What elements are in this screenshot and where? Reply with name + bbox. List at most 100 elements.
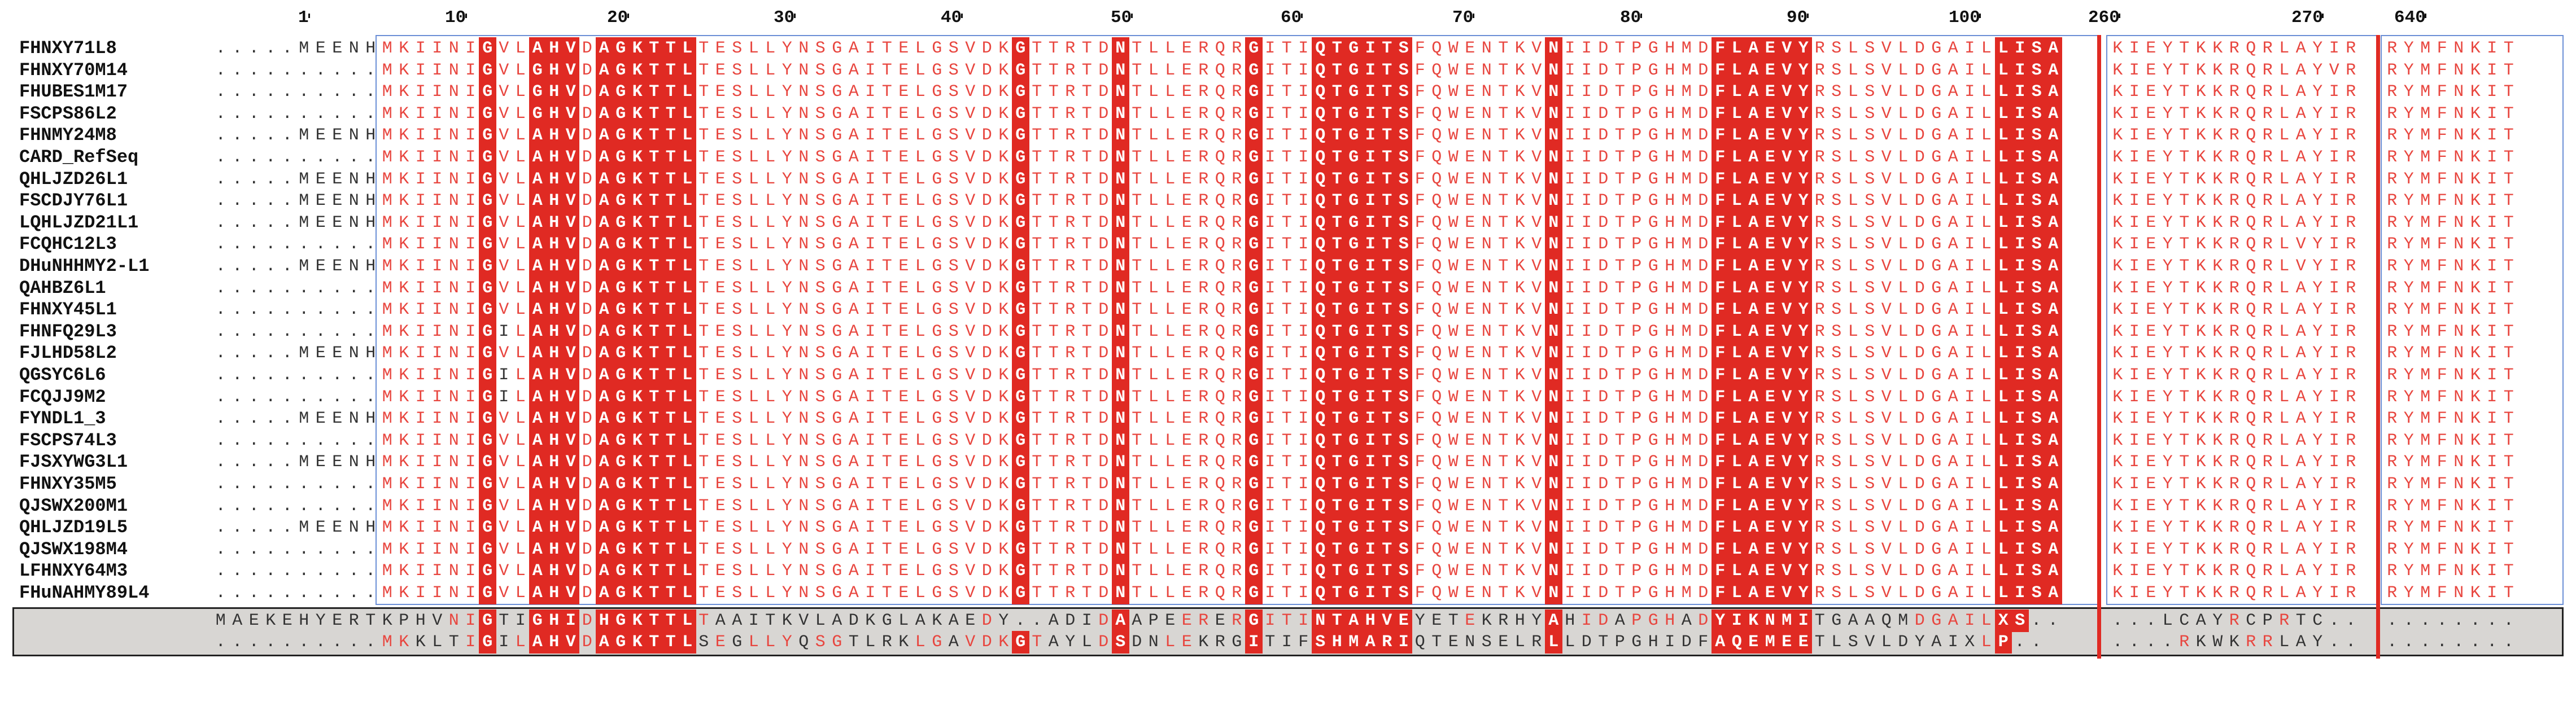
residue: D <box>1598 82 1609 102</box>
residue: S <box>1865 169 1875 189</box>
residue: G <box>1931 540 1942 559</box>
residue: L <box>679 516 696 540</box>
residue: N <box>1148 633 1159 652</box>
residue: . <box>282 278 292 298</box>
residue: F <box>1711 582 1729 604</box>
residue: T <box>662 429 679 452</box>
residue: H <box>1665 169 1675 189</box>
residue: A <box>2295 562 2306 581</box>
residue: N <box>1112 320 1129 343</box>
residue: G <box>1345 320 1363 343</box>
residue: L <box>515 104 526 124</box>
residue: K <box>399 169 409 189</box>
residue: N <box>1112 538 1129 561</box>
residue: T <box>1378 255 1396 278</box>
residue: L <box>1148 82 1159 102</box>
residue: T <box>1614 82 1625 102</box>
residue: I <box>865 169 876 189</box>
residue: M <box>299 169 309 189</box>
residue: S <box>948 366 959 385</box>
residue: A <box>2045 560 2062 583</box>
residue: I <box>415 126 426 146</box>
residue: V <box>562 320 579 343</box>
residue: K <box>628 538 646 561</box>
residue: G <box>1012 342 1029 365</box>
residue: I <box>1581 235 1592 255</box>
residue: T <box>1328 538 1346 561</box>
residue: I <box>1581 584 1592 603</box>
residue: S <box>1831 126 1842 146</box>
residue: L <box>2279 60 2290 80</box>
residue: . <box>215 409 226 429</box>
residue: D <box>1598 148 1609 167</box>
residue: I <box>465 148 476 167</box>
residue: . <box>348 300 359 320</box>
residue: S <box>1865 453 1875 472</box>
residue: A <box>1948 344 1958 363</box>
residue: K <box>1514 584 1525 603</box>
residue: D <box>981 475 992 494</box>
residue: K <box>1514 562 1525 581</box>
residue: I <box>2487 344 2498 363</box>
residue: I <box>2011 364 2029 387</box>
residue: . <box>348 148 359 167</box>
residue: T <box>1328 146 1346 169</box>
residue: S <box>2028 124 2045 147</box>
residue: E <box>1465 82 1475 102</box>
residue: H <box>1665 453 1675 472</box>
residue: N <box>1112 190 1129 213</box>
residue: D <box>981 39 992 58</box>
residue: L <box>1898 344 1909 363</box>
residue: T <box>1431 633 1442 652</box>
residue: V <box>1778 190 1796 213</box>
residue: K <box>2212 169 2223 189</box>
residue: Y <box>1795 582 1812 604</box>
residue: F <box>1711 190 1729 213</box>
residue: L <box>1848 366 1858 385</box>
residue: Q <box>1215 126 1225 146</box>
residue: K <box>2112 300 2123 320</box>
residue: A <box>595 582 613 604</box>
residue: L <box>2279 148 2290 167</box>
residue: V <box>965 518 976 538</box>
residue: T <box>2503 584 2514 603</box>
residue: A <box>595 538 613 561</box>
residue: V <box>965 387 976 407</box>
residue: T <box>1378 277 1396 300</box>
residue: I <box>865 257 876 276</box>
residue: . <box>282 300 292 320</box>
residue: . <box>232 213 243 233</box>
residue: K <box>399 344 409 363</box>
residue: V <box>562 560 579 583</box>
residue: R <box>1232 278 1242 298</box>
residue: N <box>1112 37 1129 60</box>
residue: V <box>499 584 509 603</box>
residue: S <box>1831 82 1842 102</box>
residue: D <box>1598 366 1609 385</box>
residue: T <box>645 320 663 343</box>
residue: S <box>2028 211 2045 234</box>
residue: R <box>2262 562 2273 581</box>
residue: K <box>1514 475 1525 494</box>
residue: T <box>1132 213 1142 233</box>
residue: M <box>1345 631 1363 654</box>
residue: T <box>1498 235 1509 255</box>
residue: Y <box>2403 584 2414 603</box>
residue: T <box>1132 453 1142 472</box>
residue: S <box>948 409 959 429</box>
residue: K <box>2195 344 2206 363</box>
residue: R <box>2262 496 2273 516</box>
residue: D <box>1914 191 1925 211</box>
residue: . <box>2346 633 2356 652</box>
residue: E <box>715 409 726 429</box>
residue: Y <box>2403 278 2414 298</box>
residue: L <box>1848 409 1858 429</box>
residue: Q <box>2246 82 2256 102</box>
residue: I <box>465 39 476 58</box>
residue: G <box>832 169 842 189</box>
residue: D <box>981 169 992 189</box>
residue: L <box>765 191 776 211</box>
residue: T <box>1614 104 1625 124</box>
residue: T <box>698 300 709 320</box>
